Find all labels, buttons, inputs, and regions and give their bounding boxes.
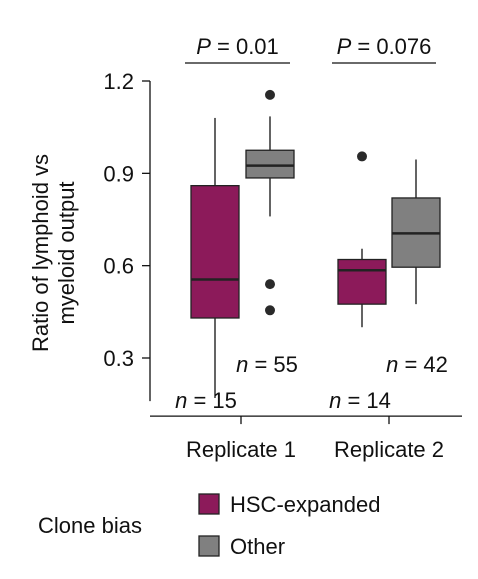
box-0-1-outlier-2 xyxy=(265,305,275,316)
category-label-1: Replicate 2 xyxy=(334,437,444,462)
box-0-1-outlier-0 xyxy=(265,89,275,100)
legend-label-1: Other xyxy=(230,534,285,559)
y-tick-label-0: 0.3 xyxy=(103,346,134,371)
category-label-0: Replicate 1 xyxy=(186,437,296,462)
pvalue-label-0: P = 0.01 xyxy=(196,34,279,59)
legend-swatch-0 xyxy=(198,493,220,515)
box-0-1-outlier-1 xyxy=(265,279,275,290)
legend-swatch-1 xyxy=(198,535,220,557)
y-axis-label-line-0: Ratio of lymphoid vs xyxy=(28,154,53,352)
legend-title: Clone bias xyxy=(38,513,142,538)
pvalue-label-1: P = 0.076 xyxy=(337,34,432,59)
box-1-1-n-label: n = 42 xyxy=(386,352,448,377)
y-tick-label-1: 0.6 xyxy=(103,254,134,279)
box-0-0-box xyxy=(190,184,240,319)
y-axis-label-line-1: myeloid output xyxy=(54,181,79,324)
box-1-0-outlier-0 xyxy=(357,151,367,162)
legend-label-0: HSC-expanded xyxy=(230,492,380,517)
box-0-1-n-label: n = 55 xyxy=(236,352,298,377)
box-0-0-n-label: n = 15 xyxy=(175,388,237,413)
box-1-0-n-label: n = 14 xyxy=(329,388,391,413)
box-1-0-box xyxy=(337,258,387,305)
y-tick-label-2: 0.9 xyxy=(103,161,134,186)
y-tick-label-3: 1.2 xyxy=(103,69,134,94)
y-axis-label: Ratio of lymphoid vsmyeloid output xyxy=(28,154,79,352)
box-0-1-box xyxy=(245,149,295,179)
